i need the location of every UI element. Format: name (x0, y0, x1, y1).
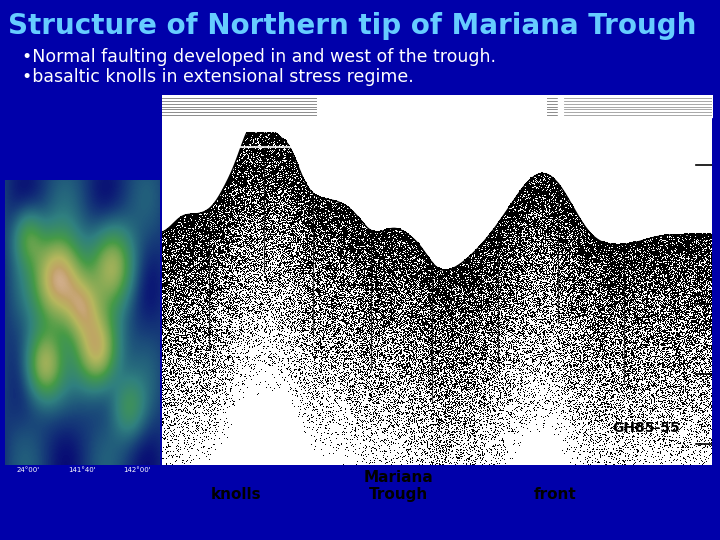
Text: knolls: knolls (211, 487, 261, 502)
Text: 24°00': 24°00' (17, 467, 40, 473)
Text: •basaltic knolls in extensional stress regime.: •basaltic knolls in extensional stress r… (22, 68, 414, 86)
Text: GH85-55: GH85-55 (612, 421, 680, 435)
Text: Mariana
Trough: Mariana Trough (364, 470, 433, 502)
Text: 142°00': 142°00' (123, 467, 150, 473)
Text: Structure of Northern tip of Mariana Trough: Structure of Northern tip of Mariana Tro… (8, 12, 696, 40)
Text: 141°40': 141°40' (68, 467, 96, 473)
Text: front: front (534, 487, 577, 502)
Text: •Normal faulting developed in and west of the trough.: •Normal faulting developed in and west o… (22, 48, 496, 66)
